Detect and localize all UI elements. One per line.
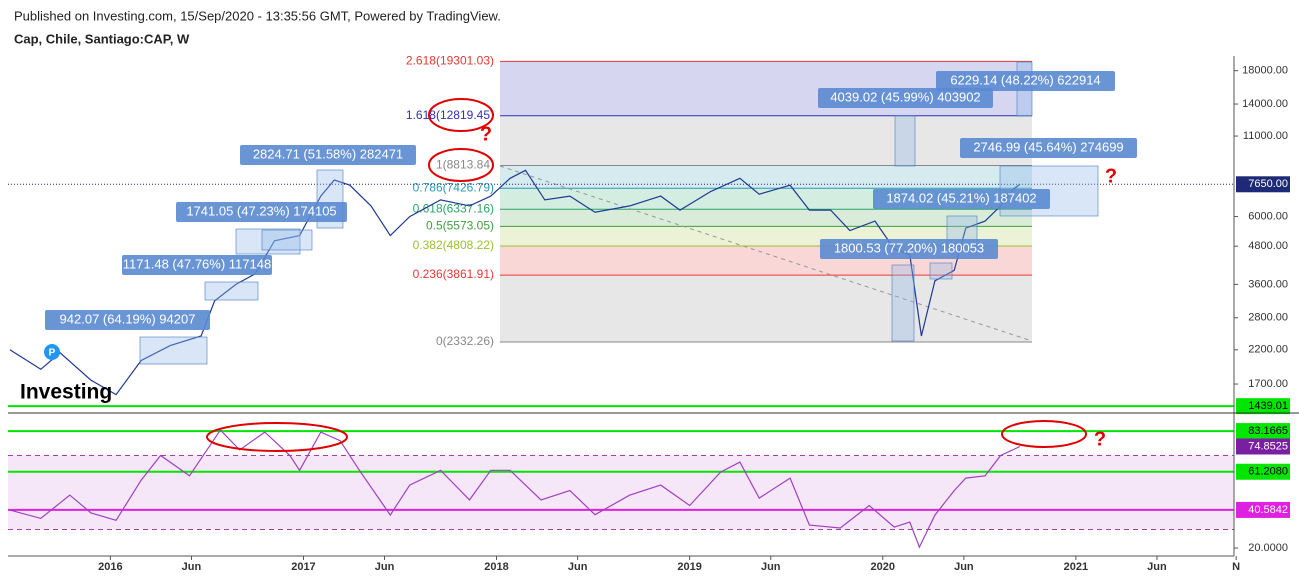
axis-value-box <box>1236 423 1290 440</box>
fib-zone <box>500 275 1032 343</box>
y-tick-label: 20.0000 <box>1248 542 1288 554</box>
logo: Investing <box>20 381 112 404</box>
highlight-ellipse <box>428 98 494 132</box>
fib-label: 0(2332.26) <box>436 334 494 348</box>
axis-value-label: 1439.01 <box>1248 400 1288 412</box>
axis-value-box <box>1236 501 1290 518</box>
fib-label: 2.618(19301.03) <box>406 54 494 68</box>
y-tick-label: 3600.00 <box>1248 278 1288 290</box>
axis-value-box <box>1236 438 1290 455</box>
measure-box <box>873 189 1050 209</box>
measure-label: 942.07 (64.19%) 94207 <box>60 311 196 326</box>
y-tick-label: 4800.00 <box>1248 240 1288 252</box>
fib-label: 0.786(7426.79) <box>413 180 494 194</box>
measure-box <box>820 239 998 259</box>
measure-label: 1741.05 (47.23%) 174105 <box>186 203 336 218</box>
x-tick-label: 2018 <box>484 561 508 573</box>
fib-zone <box>500 115 1032 166</box>
fib-label: 1(8813.84) <box>436 158 494 172</box>
highlight-ellipse <box>206 422 348 452</box>
measure-zone <box>261 229 313 251</box>
measure-zone <box>204 281 259 301</box>
axis-value-label: 61.2080 <box>1248 466 1288 478</box>
question-mark: ? <box>480 123 492 145</box>
x-tick-label: Jun <box>954 561 974 573</box>
fib-label: 0.5(5573.05) <box>426 219 494 233</box>
fib-zone <box>500 165 1032 189</box>
x-tick-label: 2017 <box>291 561 315 573</box>
badge-circle <box>44 344 60 360</box>
series-line <box>9 169 1021 396</box>
highlight-ellipse <box>428 148 494 182</box>
axis-value-label: 40.5842 <box>1248 504 1288 516</box>
x-tick-label: Jun <box>568 561 588 573</box>
y-tick-label: 14000.00 <box>1242 98 1288 110</box>
fib-label: 0.382(4808.22) <box>413 238 494 252</box>
axis-value-label: 7650.00 <box>1248 178 1288 190</box>
price-panel <box>8 56 1234 410</box>
question-mark: ? <box>1094 428 1106 450</box>
y-tick-label: 1700.00 <box>1248 378 1288 390</box>
measure-label: 4039.02 (45.99%) 403902 <box>830 89 980 104</box>
measure-zone <box>894 115 916 167</box>
axis-value-box <box>1236 398 1290 415</box>
measure-label: 1171.48 (47.76%) 117148 <box>123 256 271 271</box>
rsi-band <box>8 455 1234 530</box>
x-tick-label: 2019 <box>677 561 701 573</box>
measure-box <box>122 255 272 275</box>
x-tick-label: Jun <box>182 561 202 573</box>
x-tick-label: Jun <box>375 561 395 573</box>
badge-label: P <box>49 348 56 359</box>
symbol-title: Cap, Chile, Santiago:CAP, W <box>14 31 190 46</box>
measure-box <box>176 202 347 222</box>
y-tick-label: 6000.00 <box>1248 210 1288 222</box>
y-tick-label: 18000.00 <box>1242 65 1288 77</box>
x-tick-label: Jun <box>1147 561 1167 573</box>
fib-zone <box>500 209 1032 227</box>
highlight-ellipse <box>1001 420 1087 448</box>
y-tick-label: 2800.00 <box>1248 312 1288 324</box>
measure-label: 2824.71 (51.58%) 282471 <box>253 146 403 161</box>
series-line <box>9 429 1021 549</box>
question-mark: ? <box>1105 165 1117 187</box>
fib-label: 0.236(3861.91) <box>413 267 494 281</box>
measure-zone <box>891 264 915 342</box>
measure-label: 1800.53 (77.20%) 180053 <box>834 240 984 255</box>
axis-value-label: 74.8525 <box>1248 440 1288 452</box>
measure-label: 6229.14 (48.22%) 622914 <box>950 72 1100 87</box>
measure-label: 1874.02 (45.21%) 187402 <box>886 190 1036 205</box>
measure-box <box>960 138 1137 158</box>
measure-box <box>936 71 1115 91</box>
y-tick-label: 11000.00 <box>1243 130 1288 142</box>
x-tick-label: 2021 <box>1064 561 1088 573</box>
published-note: Published on Investing.com, 15/Sep/2020 … <box>14 8 501 23</box>
axis-value-label: 83.1665 <box>1248 425 1288 437</box>
measure-box <box>45 310 210 330</box>
fib-label: 1.618(12819.45) <box>406 108 494 122</box>
measure-box <box>240 145 416 165</box>
measure-box <box>818 88 993 108</box>
measure-label: 2746.99 (45.64%) 274699 <box>973 139 1123 154</box>
axis-value-box <box>1236 463 1290 480</box>
measure-zone <box>929 262 953 280</box>
x-tick-label: 2020 <box>871 561 895 573</box>
fib-label: 0.618(6337.16) <box>413 201 494 215</box>
x-tick-label: 2016 <box>98 561 122 573</box>
y-tick-label: 2200.00 <box>1248 344 1288 356</box>
axis-value-box <box>1236 176 1290 193</box>
trend-line <box>499 165 1033 342</box>
measure-zone <box>139 336 208 365</box>
x-tick-label: Jun <box>761 561 781 573</box>
x-tick-label: N <box>1232 561 1240 573</box>
